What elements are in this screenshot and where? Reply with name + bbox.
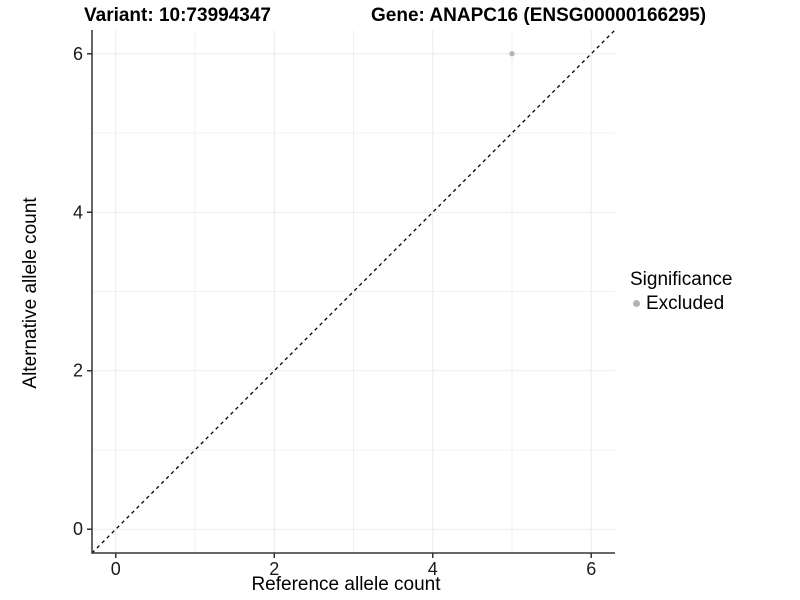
variant-title: Variant: 10:73994347 (84, 5, 271, 26)
legend: Significance Excluded (630, 269, 732, 314)
legend-point-icon (633, 300, 640, 307)
y-tick-label: 0 (73, 519, 83, 539)
x-tick-label: 2 (269, 559, 279, 579)
legend-title: Significance (630, 269, 733, 290)
y-tick-label: 4 (73, 202, 83, 222)
y-tick-label: 2 (73, 361, 83, 381)
identity-line (91, 29, 616, 554)
legend-item-label: Excluded (646, 293, 725, 314)
gene-title: Gene: ANAPC16 (ENSG00000166295) (371, 5, 707, 26)
y-tick-label: 6 (73, 44, 83, 64)
x-tick-label: 0 (111, 559, 121, 579)
y-axis-title: Alternative allele count (20, 197, 41, 389)
x-tick-label: 4 (428, 559, 438, 579)
x-axis-title: Reference allele count (251, 574, 441, 595)
x-tick-label: 6 (586, 559, 596, 579)
legend-item-excluded: Excluded (630, 293, 732, 314)
data-point (509, 51, 515, 57)
